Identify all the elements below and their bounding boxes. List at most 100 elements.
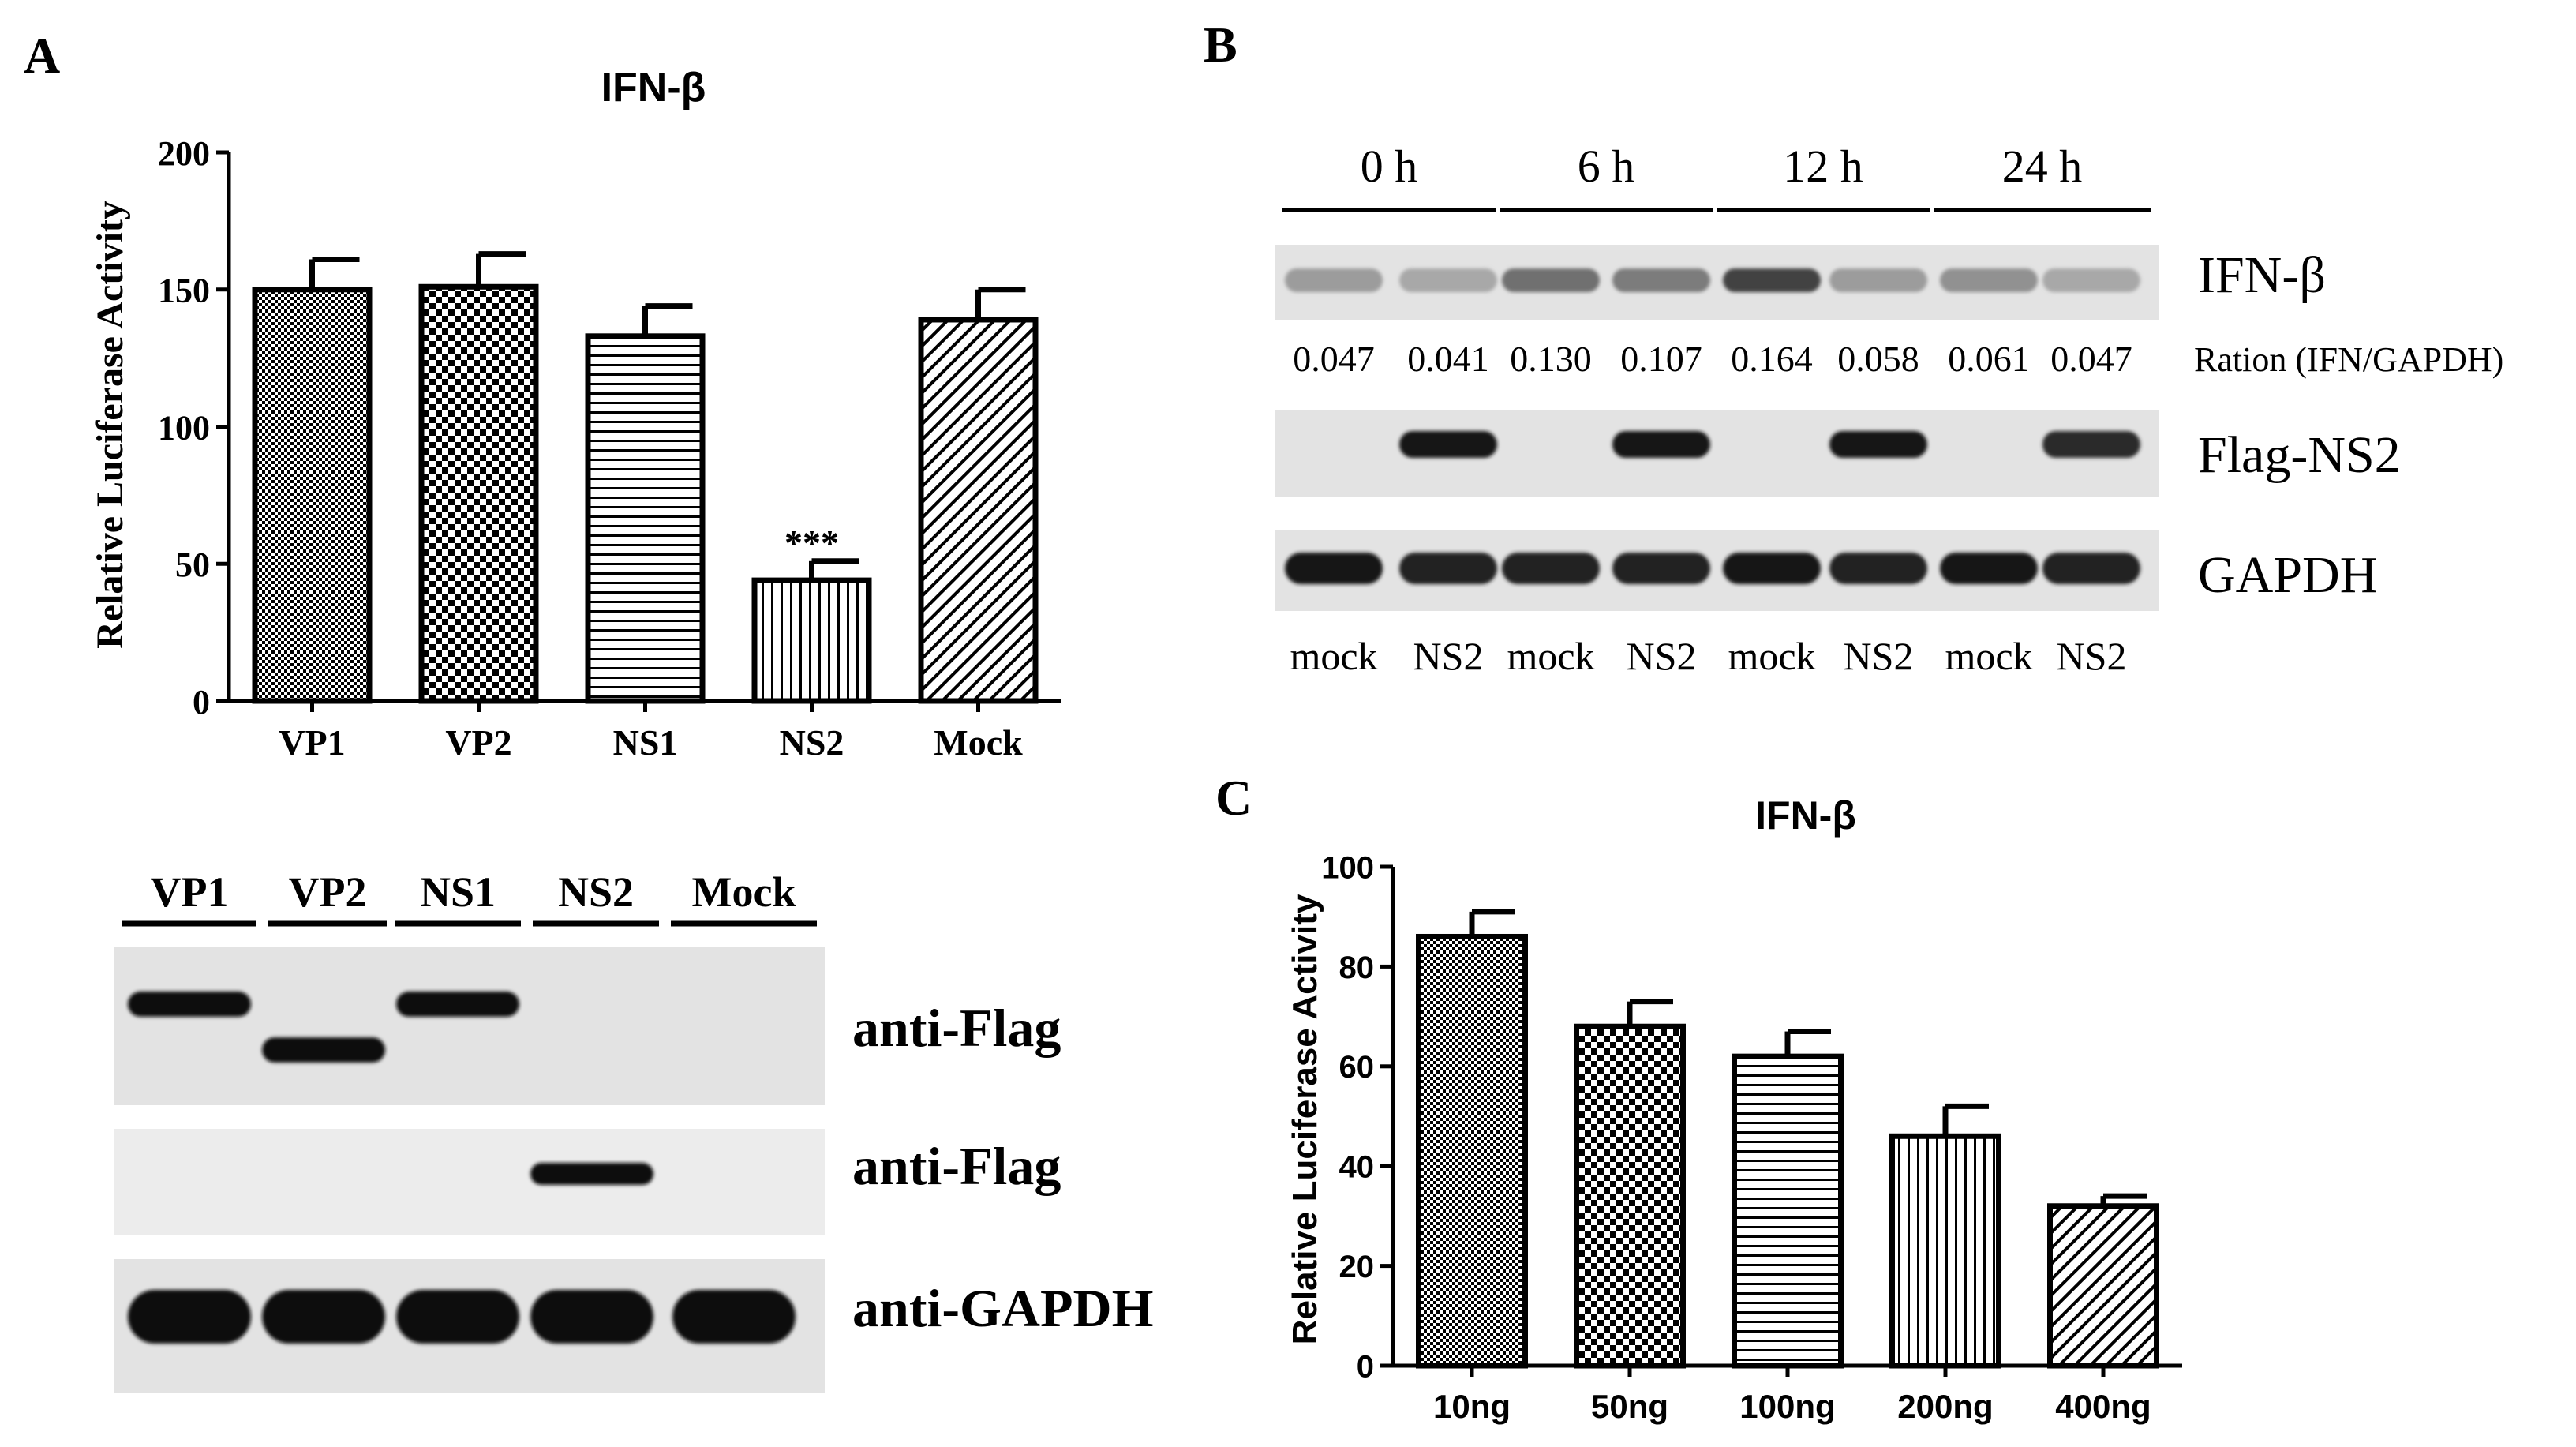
blot-b-band	[1399, 268, 1497, 292]
chart-a-title: IFN-β	[601, 65, 706, 111]
blot-b-band	[2042, 431, 2140, 458]
chart-c-bar-400ng	[2047, 1203, 2159, 1369]
chart-a-bar-vp1	[252, 287, 373, 704]
panel-label-b: B	[1204, 17, 1237, 73]
blot-b-band	[1285, 553, 1383, 584]
panel-label-c: C	[1215, 770, 1252, 826]
blot-b-band	[1612, 553, 1710, 584]
blot-b-ratio-value: 0.107	[1620, 339, 1702, 379]
blot-a-lane-label: NS1	[420, 868, 496, 916]
chart-c-y-tick-label: 100	[1321, 850, 1374, 885]
chart-c-ylabel: Relative Luciferase Activity	[1286, 894, 1324, 1344]
blot-a-band	[672, 1290, 796, 1344]
chart-c-x-tick-label: 200ng	[1897, 1388, 1993, 1425]
blot-a-band	[262, 1290, 385, 1344]
blot-a: VP1 VP2 NS1 NS2 Mock anti-Flag anti-Flag anti-G…	[114, 868, 1154, 1393]
chart-c-plot: 0 20 40 60 80 100 10ng 50ng 100ng 200ng 400ng	[1321, 850, 2182, 1425]
blot-b-band	[1829, 268, 1927, 292]
blot-b-band	[1612, 268, 1710, 292]
blot-b-lane-label: mock	[1290, 634, 1377, 678]
chart-a-ylabel: Relative Luciferase Activity	[89, 201, 131, 649]
chart-a-bar-mock	[918, 317, 1039, 704]
chart-a-plot: 0 50 100 150 200 VP1 VP2 NS1 NS2 Mock ***	[158, 134, 1061, 763]
blot-b-band	[1612, 431, 1710, 458]
blot-b-ratio-value: 0.061	[1948, 339, 2030, 379]
chart-a-y-tick-label: 150	[158, 272, 210, 310]
blot-b-lane-label: mock	[1945, 634, 2032, 678]
blot-b-lane-label: NS2	[1844, 634, 1914, 678]
blot-b-band	[1502, 553, 1600, 584]
blot-a-lane-label: VP2	[289, 868, 367, 916]
blot-a-band	[530, 1290, 653, 1344]
chart-a-y-tick-label: 200	[158, 134, 210, 173]
blot-b-time-label: 6 h	[1578, 141, 1635, 192]
chart-c-x-tick-label: 50ng	[1591, 1388, 1668, 1425]
blot-a-row-label: anti-GAPDH	[852, 1278, 1154, 1338]
blot-b-time-label: 12 h	[1783, 141, 1863, 192]
blot-b-time-label: 0 h	[1361, 141, 1418, 192]
blot-b-ratio-value: 0.058	[1837, 339, 1919, 379]
blot-b-band	[1399, 553, 1497, 584]
blot-a-membrane	[114, 1129, 825, 1235]
blot-b-band	[1940, 268, 2038, 292]
chart-a-x-tick-label: VP1	[279, 722, 345, 763]
chart-c-bar-100ng	[1732, 1053, 1844, 1369]
blot-b-band	[2042, 553, 2140, 584]
blot-b-row-label: GAPDH	[2198, 546, 2377, 604]
blot-b-ratio-value: 0.164	[1731, 339, 1813, 379]
chart-a-x-tick-label: VP2	[445, 722, 511, 763]
blot-b-band	[1829, 553, 1927, 584]
chart-a-x-tick-label: Mock	[934, 722, 1023, 763]
blot-b-band	[1285, 268, 1383, 292]
chart-a-x-tick-label: NS2	[780, 722, 844, 763]
chart-c-x-tick-label: 400ng	[2055, 1388, 2151, 1425]
blot-a-lane-label: NS2	[558, 868, 634, 916]
blot-b-ratio-label: Ration (IFN/GAPDH)	[2194, 340, 2503, 379]
panel-label-a: A	[24, 28, 60, 84]
chart-c-y-tick-label: 60	[1339, 1050, 1375, 1085]
chart-a-bar-ns1	[585, 333, 706, 704]
blot-a-band	[128, 992, 251, 1017]
blot-b-band	[1829, 431, 1927, 458]
blot-b-lane-label: mock	[1728, 634, 1815, 678]
chart-c-bar-200ng	[1889, 1133, 2001, 1369]
blot-b-row-label: Flag-NS2	[2198, 426, 2401, 484]
blot-b-lane-label: NS2	[1627, 634, 1697, 678]
blot-b-time-label: 24 h	[2002, 141, 2083, 192]
chart-a-bar-ns2	[751, 577, 872, 704]
blot-b-lane-label: NS2	[1413, 634, 1484, 678]
blot-a-lane-label: VP1	[151, 868, 229, 916]
chart-c-x-tick-label: 100ng	[1739, 1388, 1835, 1425]
chart-a-y-tick-label: 50	[175, 545, 210, 584]
chart-c-y-tick-label: 0	[1357, 1349, 1374, 1384]
blot-b-ratio-value: 0.047	[2050, 339, 2132, 379]
blot-b-band	[1940, 553, 2038, 584]
chart-c-title: IFN-β	[1755, 793, 1856, 838]
blot-a-band	[530, 1163, 653, 1185]
chart-c-x-tick-label: 10ng	[1433, 1388, 1511, 1425]
chart-a-bar-vp2	[418, 283, 539, 704]
blot-b-band	[1399, 431, 1497, 458]
chart-c-bar-50ng	[1574, 1023, 1686, 1369]
blot-a-band	[128, 1290, 251, 1344]
blot-b-lane-label: mock	[1507, 634, 1594, 678]
blot-a-membrane	[114, 947, 825, 1105]
blot-b-row-label: IFN-β	[2198, 246, 2326, 304]
chart-a-x-tick-label: NS1	[613, 722, 678, 763]
blot-b-ratio-value: 0.130	[1510, 339, 1592, 379]
blot-a-band	[396, 1290, 519, 1344]
chart-c-y-tick-label: 20	[1339, 1250, 1375, 1284]
blot-a-row-label: anti-Flag	[852, 1136, 1061, 1196]
blot-b-ratio-value: 0.041	[1407, 339, 1489, 379]
chart-a-y-tick-label: 100	[158, 408, 210, 447]
blot-a-band	[396, 992, 519, 1017]
blot-b-band	[1723, 268, 1821, 292]
blot-b-band	[1502, 268, 1600, 292]
blot-b-band	[1723, 553, 1821, 584]
chart-a-y-tick-label: 0	[193, 683, 210, 722]
blot-b-band	[2042, 268, 2140, 292]
chart-c-bar-10ng	[1416, 933, 1528, 1369]
blot-a-row-label: anti-Flag	[852, 998, 1061, 1058]
